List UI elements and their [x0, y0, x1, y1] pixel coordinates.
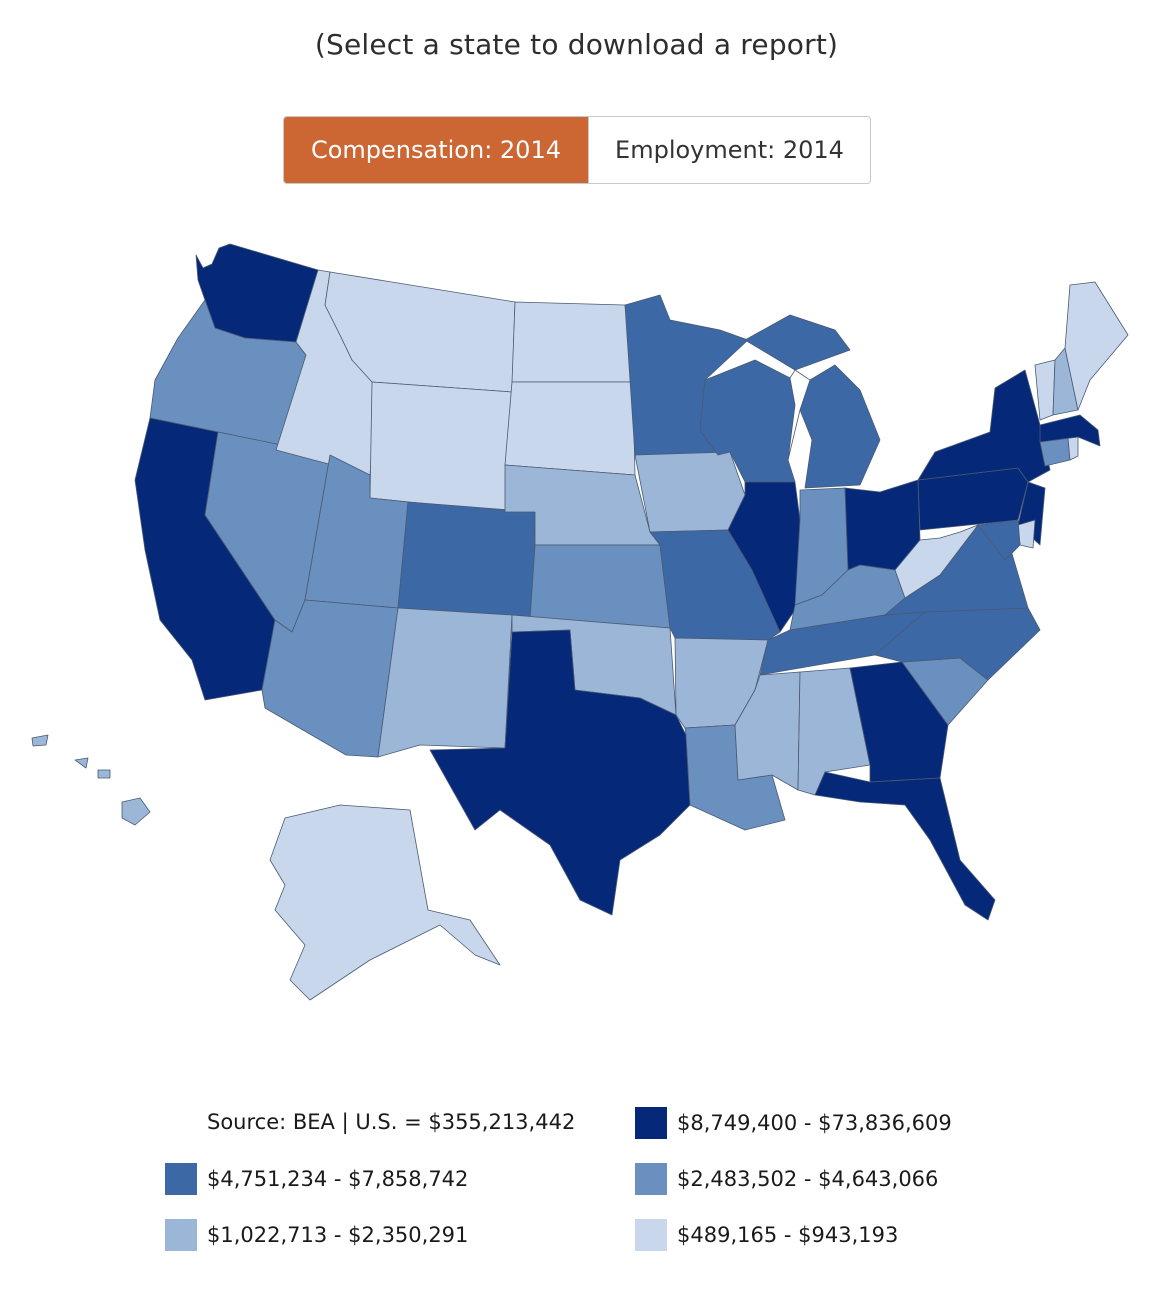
state-co[interactable] — [397, 501, 536, 619]
metric-toggle: Compensation: 2014 Employment: 2014 — [283, 116, 871, 184]
page-instruction: (Select a state to download a report) — [314, 28, 839, 61]
legend-label: $8,749,400 - $73,836,609 — [677, 1111, 952, 1135]
legend-label: $489,165 - $943,193 — [677, 1223, 899, 1247]
legend-swatch — [635, 1107, 667, 1139]
state-mi[interactable] — [744, 314, 881, 489]
state-md[interactable] — [977, 519, 1021, 561]
us-choropleth-map — [0, 220, 1153, 1060]
state-me[interactable] — [1064, 281, 1129, 411]
state-il[interactable] — [727, 481, 801, 633]
state-ia[interactable] — [634, 451, 746, 533]
state-ms[interactable] — [734, 671, 801, 791]
state-ri[interactable] — [1067, 436, 1079, 461]
state-sd[interactable] — [504, 381, 636, 476]
state-ks[interactable] — [529, 544, 671, 629]
state-ma[interactable] — [1039, 414, 1101, 447]
legend-bin-5: $489,165 - $943,193 — [635, 1218, 898, 1252]
legend-bin-2: $4,751,234 - $7,858,742 — [165, 1162, 468, 1196]
legend-label: $4,751,234 - $7,858,742 — [207, 1167, 469, 1191]
employment-toggle-button[interactable]: Employment: 2014 — [588, 117, 870, 183]
state-ny[interactable] — [917, 369, 1051, 483]
state-tx[interactable] — [429, 629, 691, 916]
legend-swatch — [165, 1163, 197, 1195]
state-vt[interactable] — [1034, 359, 1056, 421]
state-de[interactable] — [1017, 519, 1036, 549]
state-nd[interactable] — [511, 301, 634, 383]
legend-swatch — [635, 1163, 667, 1195]
state-wv[interactable] — [894, 524, 979, 599]
legend-bin-3: $2,483,502 - $4,643,066 — [635, 1162, 938, 1196]
compensation-toggle-button[interactable]: Compensation: 2014 — [284, 117, 588, 183]
legend-label: $1,022,713 - $2,350,291 — [207, 1223, 469, 1247]
state-ct[interactable] — [1039, 437, 1071, 467]
legend-label: $2,483,502 - $4,643,066 — [677, 1167, 939, 1191]
us-map-svg — [31, 243, 1129, 1001]
state-fl[interactable] — [814, 771, 996, 921]
legend-swatch — [635, 1219, 667, 1251]
legend-source: Source: BEA | U.S. = $355,213,442 — [207, 1110, 576, 1134]
state-nm[interactable] — [377, 607, 513, 758]
state-wy[interactable] — [369, 381, 513, 513]
state-hi[interactable] — [31, 734, 151, 826]
legend-bin-1: $8,749,400 - $73,836,609 — [635, 1106, 952, 1140]
legend-swatch — [165, 1219, 197, 1251]
state-ak[interactable] — [269, 804, 501, 1001]
lake-michigan — [787, 369, 811, 461]
legend-bin-4: $1,022,713 - $2,350,291 — [165, 1218, 468, 1252]
